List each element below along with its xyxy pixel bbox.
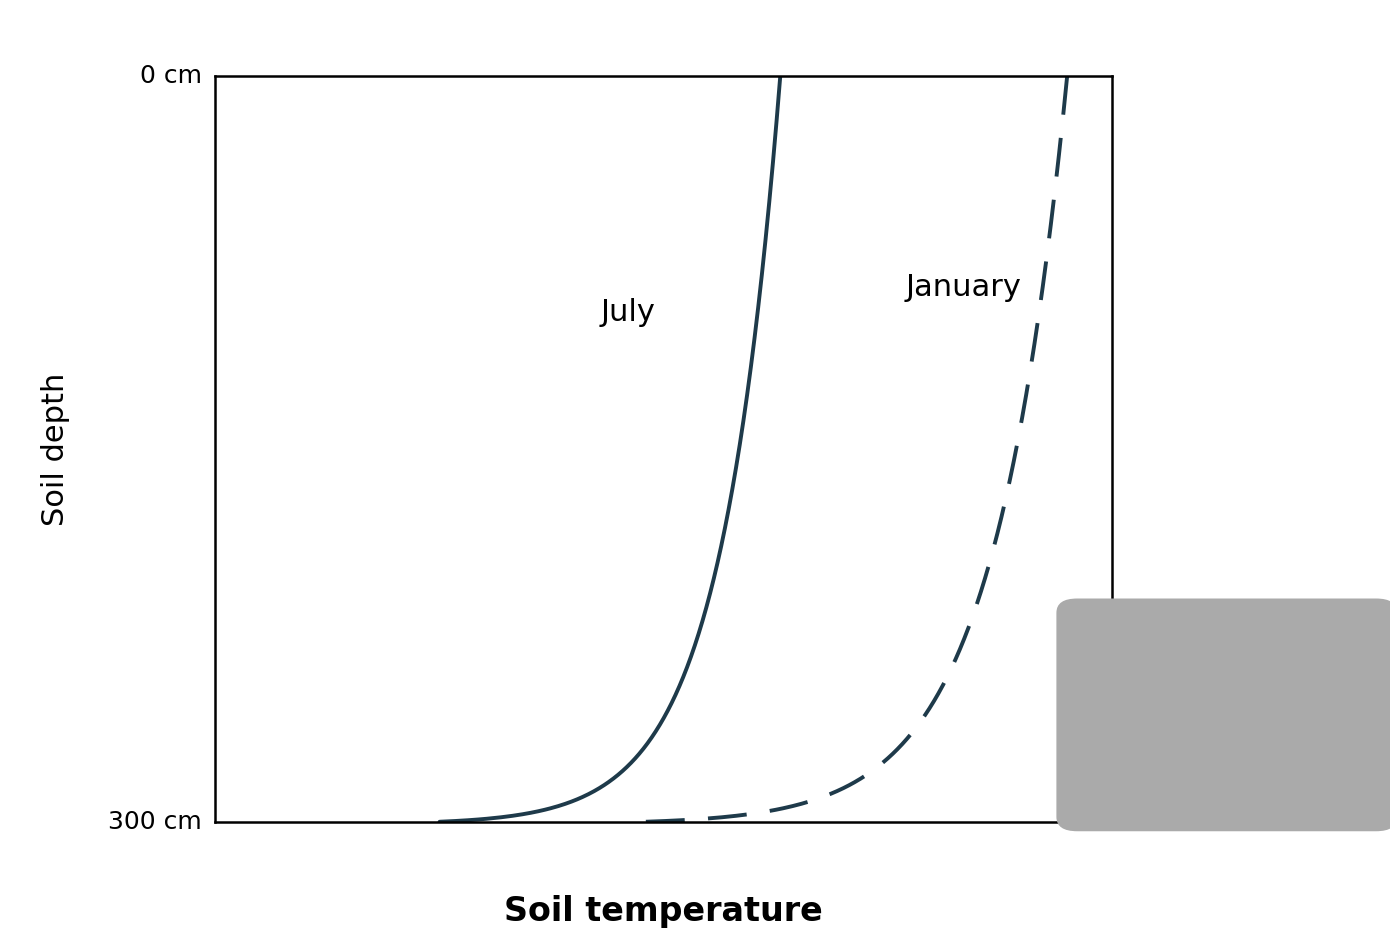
Text: Soil depth: Soil depth	[42, 372, 70, 525]
Text: Soil temperature: Soil temperature	[505, 896, 823, 928]
Text: 300 cm: 300 cm	[108, 809, 202, 834]
Text: July: July	[600, 297, 656, 327]
Text: January: January	[906, 273, 1022, 302]
Text: 0 cm: 0 cm	[139, 64, 202, 88]
